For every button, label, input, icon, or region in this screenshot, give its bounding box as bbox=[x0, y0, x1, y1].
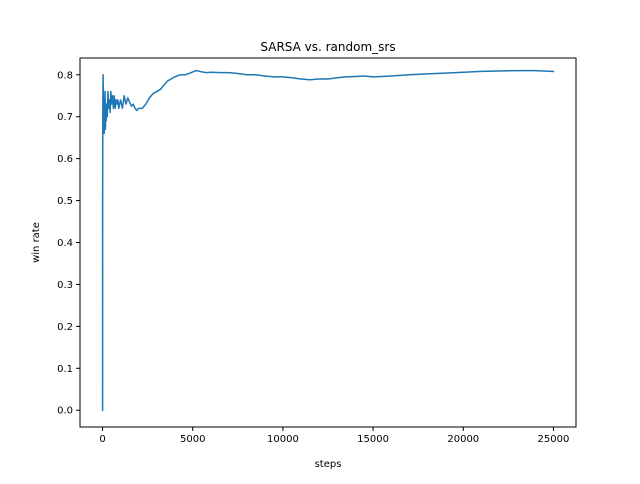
x-tick-label: 15000 bbox=[357, 434, 389, 445]
y-axis-ticks: 0.0 0.1 0.2 0.3 0.4 0.5 0.6 0.7 0.8 bbox=[57, 70, 80, 417]
x-tick-label: 5000 bbox=[180, 434, 205, 445]
x-tick-label: 20000 bbox=[447, 434, 479, 445]
x-tick-label: 10000 bbox=[267, 434, 299, 445]
y-tick-label: 0.7 bbox=[57, 112, 73, 123]
x-tick-label: 25000 bbox=[538, 434, 570, 445]
x-tick-label: 0 bbox=[99, 434, 105, 445]
series-group bbox=[101, 69, 555, 411]
y-tick-label: 0.8 bbox=[57, 70, 73, 81]
plot-area-frame bbox=[79, 57, 577, 428]
series-line-win-rate bbox=[101, 69, 555, 411]
y-tick-label: 0.0 bbox=[57, 406, 73, 417]
y-axis-label: win rate bbox=[31, 222, 42, 263]
y-tick-label: 0.2 bbox=[57, 322, 73, 333]
y-tick-label: 0.5 bbox=[57, 196, 73, 207]
x-axis-label: steps bbox=[315, 459, 342, 470]
y-tick-label: 0.3 bbox=[57, 280, 73, 291]
y-tick-label: 0.4 bbox=[57, 238, 73, 249]
y-tick-label: 0.1 bbox=[57, 364, 73, 375]
y-tick-label: 0.6 bbox=[57, 154, 73, 165]
x-axis-ticks: 0 5000 10000 15000 20000 25000 bbox=[99, 427, 569, 445]
chart-title: SARSA vs. random_srs bbox=[260, 40, 395, 54]
